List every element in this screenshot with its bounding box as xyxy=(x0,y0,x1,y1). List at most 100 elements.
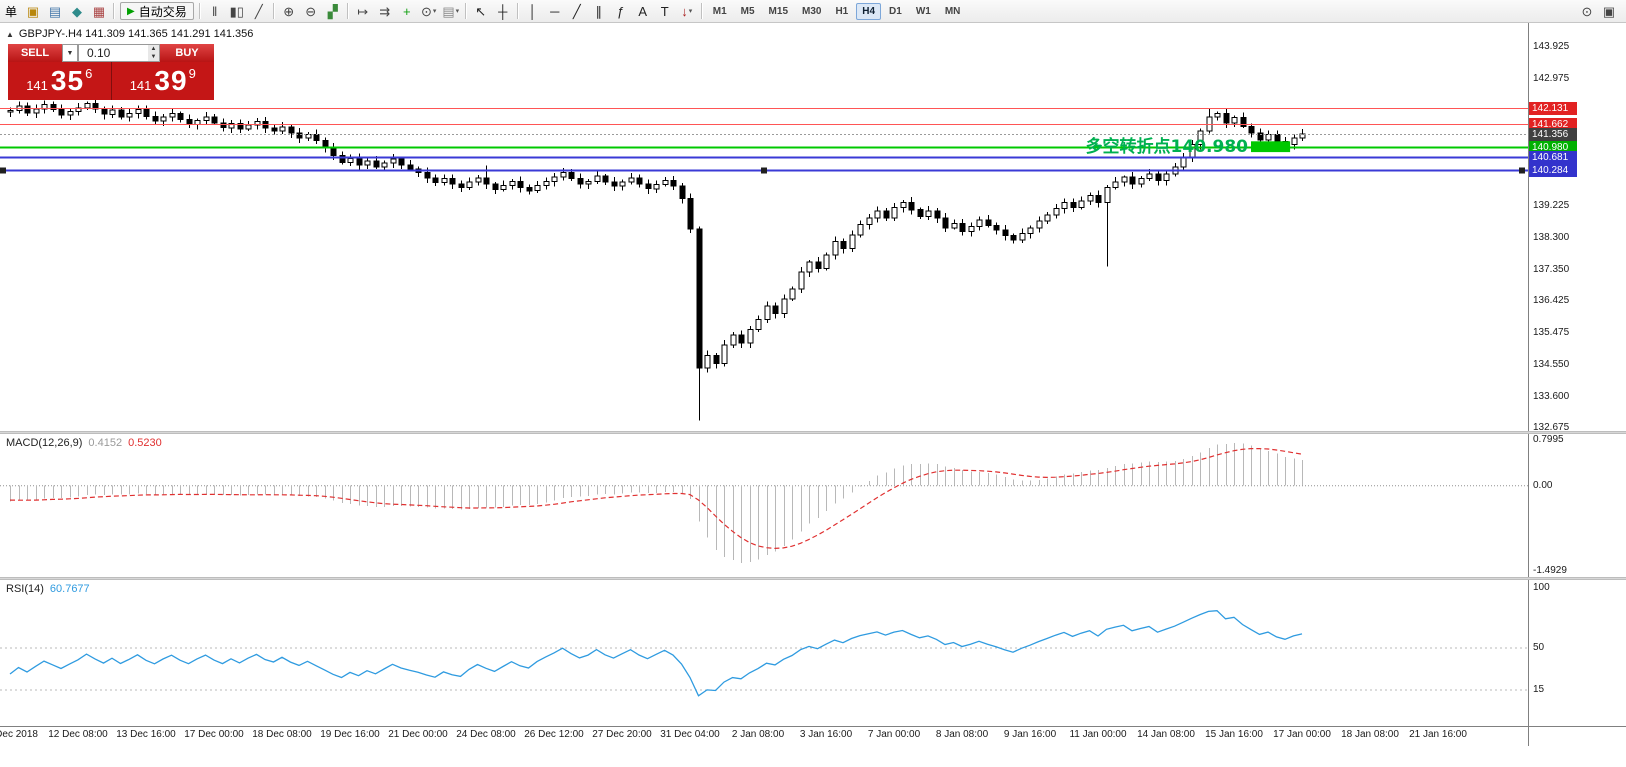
line-chart-icon[interactable]: ╱ xyxy=(248,2,270,21)
rsi-panel-chart[interactable] xyxy=(0,580,1528,726)
timeframe-m1[interactable]: M1 xyxy=(707,3,733,20)
search-icon[interactable]: ⊙ xyxy=(1576,2,1598,21)
panel-splitter[interactable] xyxy=(0,431,1626,434)
timeframe-d1[interactable]: D1 xyxy=(883,3,908,20)
time-axis-label: 11 Dec 2018 xyxy=(0,729,38,740)
one-click-trading-panel: SELL ▼ 0.10 ▲ ▼ BUY 141 35 6 141 39 9 xyxy=(8,44,214,100)
price-axis: 143.925 142.975 139.225 138.300 137.350 136.4… xyxy=(1528,22,1626,746)
line-handle[interactable] xyxy=(1519,167,1525,174)
volume-down-icon[interactable]: ▼ xyxy=(150,54,157,60)
price-axis-label: 143.925 xyxy=(1533,41,1570,52)
time-axis-label: 26 Dec 12:00 xyxy=(524,729,584,740)
time-axis-label: 21 Dec 00:00 xyxy=(388,729,448,740)
trendline-icon[interactable]: ╱ xyxy=(566,2,588,21)
price-axis-label: 100 xyxy=(1533,582,1550,593)
buy-button[interactable]: BUY xyxy=(160,44,214,62)
timeframe-h4[interactable]: H4 xyxy=(856,2,882,20)
time-axis-label: 21 Jan 16:00 xyxy=(1409,729,1467,740)
price-tag: 141.662 xyxy=(1529,117,1577,131)
periods-icon[interactable]: ⊙ ▾ xyxy=(418,2,440,21)
highlight-rectangle[interactable] xyxy=(1251,141,1291,153)
symbol-period-label: GBPJPY-.H4 xyxy=(18,28,83,40)
volume-dropdown-icon[interactable]: ▼ xyxy=(62,44,78,62)
price-axis-label: 133.600 xyxy=(1533,390,1570,402)
zoom-out-icon[interactable]: ⊖ xyxy=(300,2,322,21)
chevron-down-icon: ▾ xyxy=(455,7,460,15)
play-icon: ▶ xyxy=(127,5,135,17)
price-axis-label: 136.425 xyxy=(1533,295,1570,306)
line-handle[interactable] xyxy=(0,167,6,174)
chart-shift-icon[interactable]: ⇉ xyxy=(374,2,396,21)
vertical-line-icon[interactable]: │ xyxy=(522,2,544,21)
candles xyxy=(7,98,1306,421)
time-axis-label: 17 Jan 00:00 xyxy=(1273,729,1331,740)
time-axis-label: 18 Dec 08:00 xyxy=(252,729,312,740)
timeframe-mn[interactable]: MN xyxy=(939,3,967,20)
macd-panel-chart[interactable] xyxy=(0,434,1528,577)
market-watch-icon[interactable]: ▤ xyxy=(44,2,66,21)
horizontal-line-icon[interactable]: ─ xyxy=(544,2,566,21)
sell-price-sup: 6 xyxy=(85,65,93,81)
time-axis-label: 14 Jan 08:00 xyxy=(1137,729,1195,740)
zoom-in-icon[interactable]: ⊕ xyxy=(278,2,300,21)
arrows-icon[interactable]: ↓ ▾ xyxy=(676,2,698,21)
line-handle[interactable] xyxy=(761,167,767,174)
fibonacci-icon[interactable]: ƒ xyxy=(610,2,632,21)
text-icon[interactable]: A xyxy=(632,2,654,21)
sell-button[interactable]: SELL xyxy=(8,44,62,62)
panel-splitter[interactable] xyxy=(0,577,1626,580)
price-axis-label: 50 xyxy=(1533,642,1545,653)
sell-price-display[interactable]: 141 35 6 xyxy=(8,62,112,100)
volume-up-icon[interactable]: ▲ xyxy=(150,46,157,52)
menu-item[interactable]: 单 xyxy=(5,4,18,19)
main-price-chart[interactable] xyxy=(0,22,1528,431)
buy-price-display[interactable]: 141 39 9 xyxy=(111,62,214,100)
timeframe-m15[interactable]: M15 xyxy=(763,3,794,20)
one-click-collapse-icon[interactable]: ▲ xyxy=(6,29,14,39)
sell-price-big: 35 xyxy=(50,65,85,96)
chevron-down-icon: ▾ xyxy=(432,7,437,15)
price-axis-label: 0.7995 xyxy=(1533,434,1564,445)
toolbar-separator xyxy=(113,3,116,19)
timeframe-m30[interactable]: M30 xyxy=(796,3,827,20)
channel-icon[interactable]: ∥ xyxy=(588,2,610,21)
navigator-icon[interactable]: ◆ xyxy=(66,2,88,21)
bar-chart-icon[interactable]: ‖ xyxy=(204,2,226,21)
price-tag: 140.681 xyxy=(1529,150,1577,164)
price-axis-label: 134.550 xyxy=(1533,358,1570,370)
time-axis-label: 15 Jan 16:00 xyxy=(1205,729,1263,740)
toolbar-separator xyxy=(464,3,467,19)
time-axis-label: 31 Dec 04:00 xyxy=(660,729,720,740)
terminal-icon[interactable]: ▦ xyxy=(88,2,110,21)
timeframe-w1[interactable]: W1 xyxy=(910,3,937,20)
indicators-icon[interactable]: + xyxy=(396,2,418,21)
price-tag: 142.131 xyxy=(1529,101,1577,115)
horizontal-line[interactable] xyxy=(0,167,1528,174)
templates-icon[interactable]: ▤ ▾ xyxy=(440,2,462,21)
timeframe-m5[interactable]: M5 xyxy=(735,3,761,20)
crosshair-icon[interactable]: ┼ xyxy=(492,2,514,21)
time-axis-label: 12 Dec 08:00 xyxy=(48,729,108,740)
time-axis-label: 2 Jan 08:00 xyxy=(731,729,785,740)
toolbar-separator xyxy=(700,3,703,19)
autotrading-button[interactable]: ▶ 自动交易 xyxy=(120,2,194,20)
price-axis-label: 137.350 xyxy=(1533,263,1570,275)
new-window-icon[interactable]: ▣ xyxy=(1598,2,1620,21)
time-axis-label: 3 Jan 16:00 xyxy=(799,729,853,740)
buy-price-sup: 9 xyxy=(188,65,196,81)
price-axis-label: 0.00 xyxy=(1533,479,1553,491)
buy-price-big: 39 xyxy=(154,65,188,96)
cursor-icon[interactable]: ↖ xyxy=(470,2,492,21)
toolbar-separator xyxy=(346,3,349,19)
auto-scroll-icon[interactable]: ↦ xyxy=(352,2,374,21)
chart-annotation[interactable]: 多空转折点140.980 xyxy=(1085,137,1248,157)
tile-windows-icon[interactable]: ▞ xyxy=(322,2,344,21)
new-order-icon[interactable]: ▣ xyxy=(22,2,44,21)
text-label-icon[interactable]: T xyxy=(654,2,676,21)
volume-input[interactable]: 0.10 ▲ ▼ xyxy=(78,44,160,62)
rsi-line xyxy=(9,610,1303,697)
macd-label: MACD(12,26,9) 0.4152 0.5230 xyxy=(6,437,162,449)
timeframe-h1[interactable]: H1 xyxy=(829,3,854,20)
candlestick-chart-icon[interactable]: ▮▯ xyxy=(226,2,248,21)
